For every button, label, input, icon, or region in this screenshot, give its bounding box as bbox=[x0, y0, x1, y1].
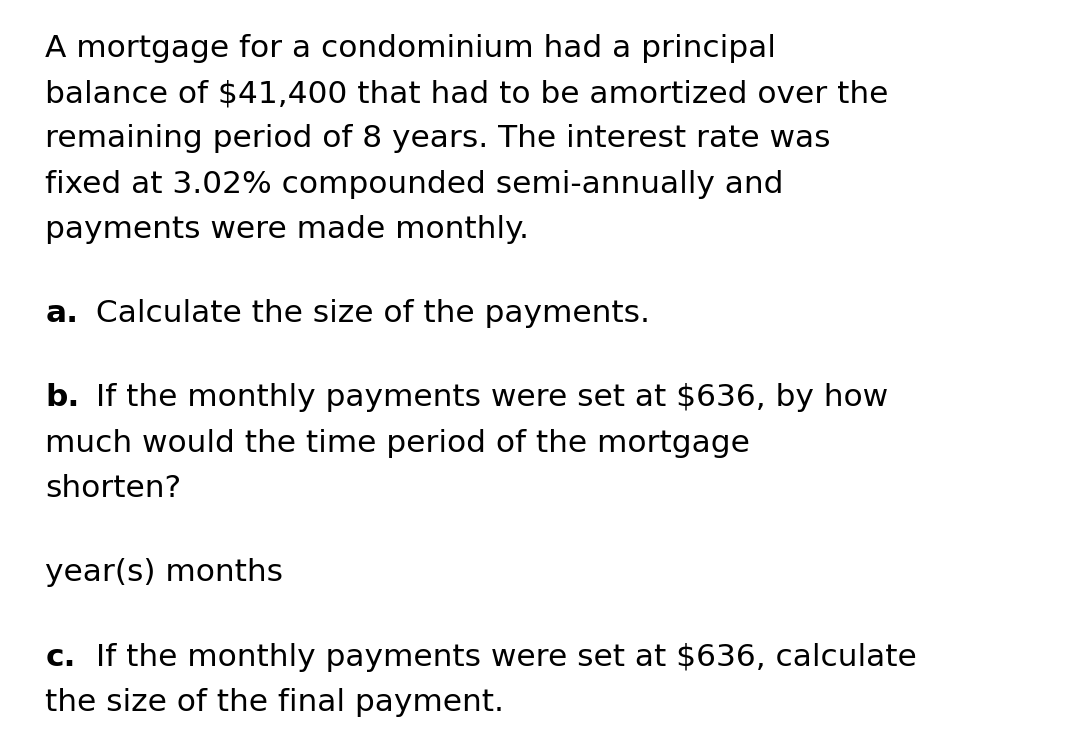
Text: payments were made monthly.: payments were made monthly. bbox=[45, 215, 529, 244]
Text: much would the time period of the mortgage: much would the time period of the mortga… bbox=[45, 429, 751, 458]
Text: fixed at 3.02% compounded semi-annually and: fixed at 3.02% compounded semi-annually … bbox=[45, 170, 784, 198]
Text: balance of $41,400 that had to be amortized over the: balance of $41,400 that had to be amorti… bbox=[45, 79, 889, 108]
Text: If the monthly payments were set at $636, by how: If the monthly payments were set at $636… bbox=[86, 383, 889, 413]
Text: Calculate the size of the payments.: Calculate the size of the payments. bbox=[86, 300, 650, 328]
Text: remaining period of 8 years. The interest rate was: remaining period of 8 years. The interes… bbox=[45, 124, 831, 154]
Text: year(s) months: year(s) months bbox=[45, 559, 283, 587]
Text: a.: a. bbox=[45, 300, 79, 328]
Text: b.: b. bbox=[45, 383, 80, 413]
Text: shorten?: shorten? bbox=[45, 474, 181, 503]
Text: c.: c. bbox=[45, 643, 76, 672]
Text: the size of the final payment.: the size of the final payment. bbox=[45, 688, 504, 717]
Text: If the monthly payments were set at $636, calculate: If the monthly payments were set at $636… bbox=[86, 643, 917, 672]
Text: A mortgage for a condominium had a principal: A mortgage for a condominium had a princ… bbox=[45, 34, 777, 63]
